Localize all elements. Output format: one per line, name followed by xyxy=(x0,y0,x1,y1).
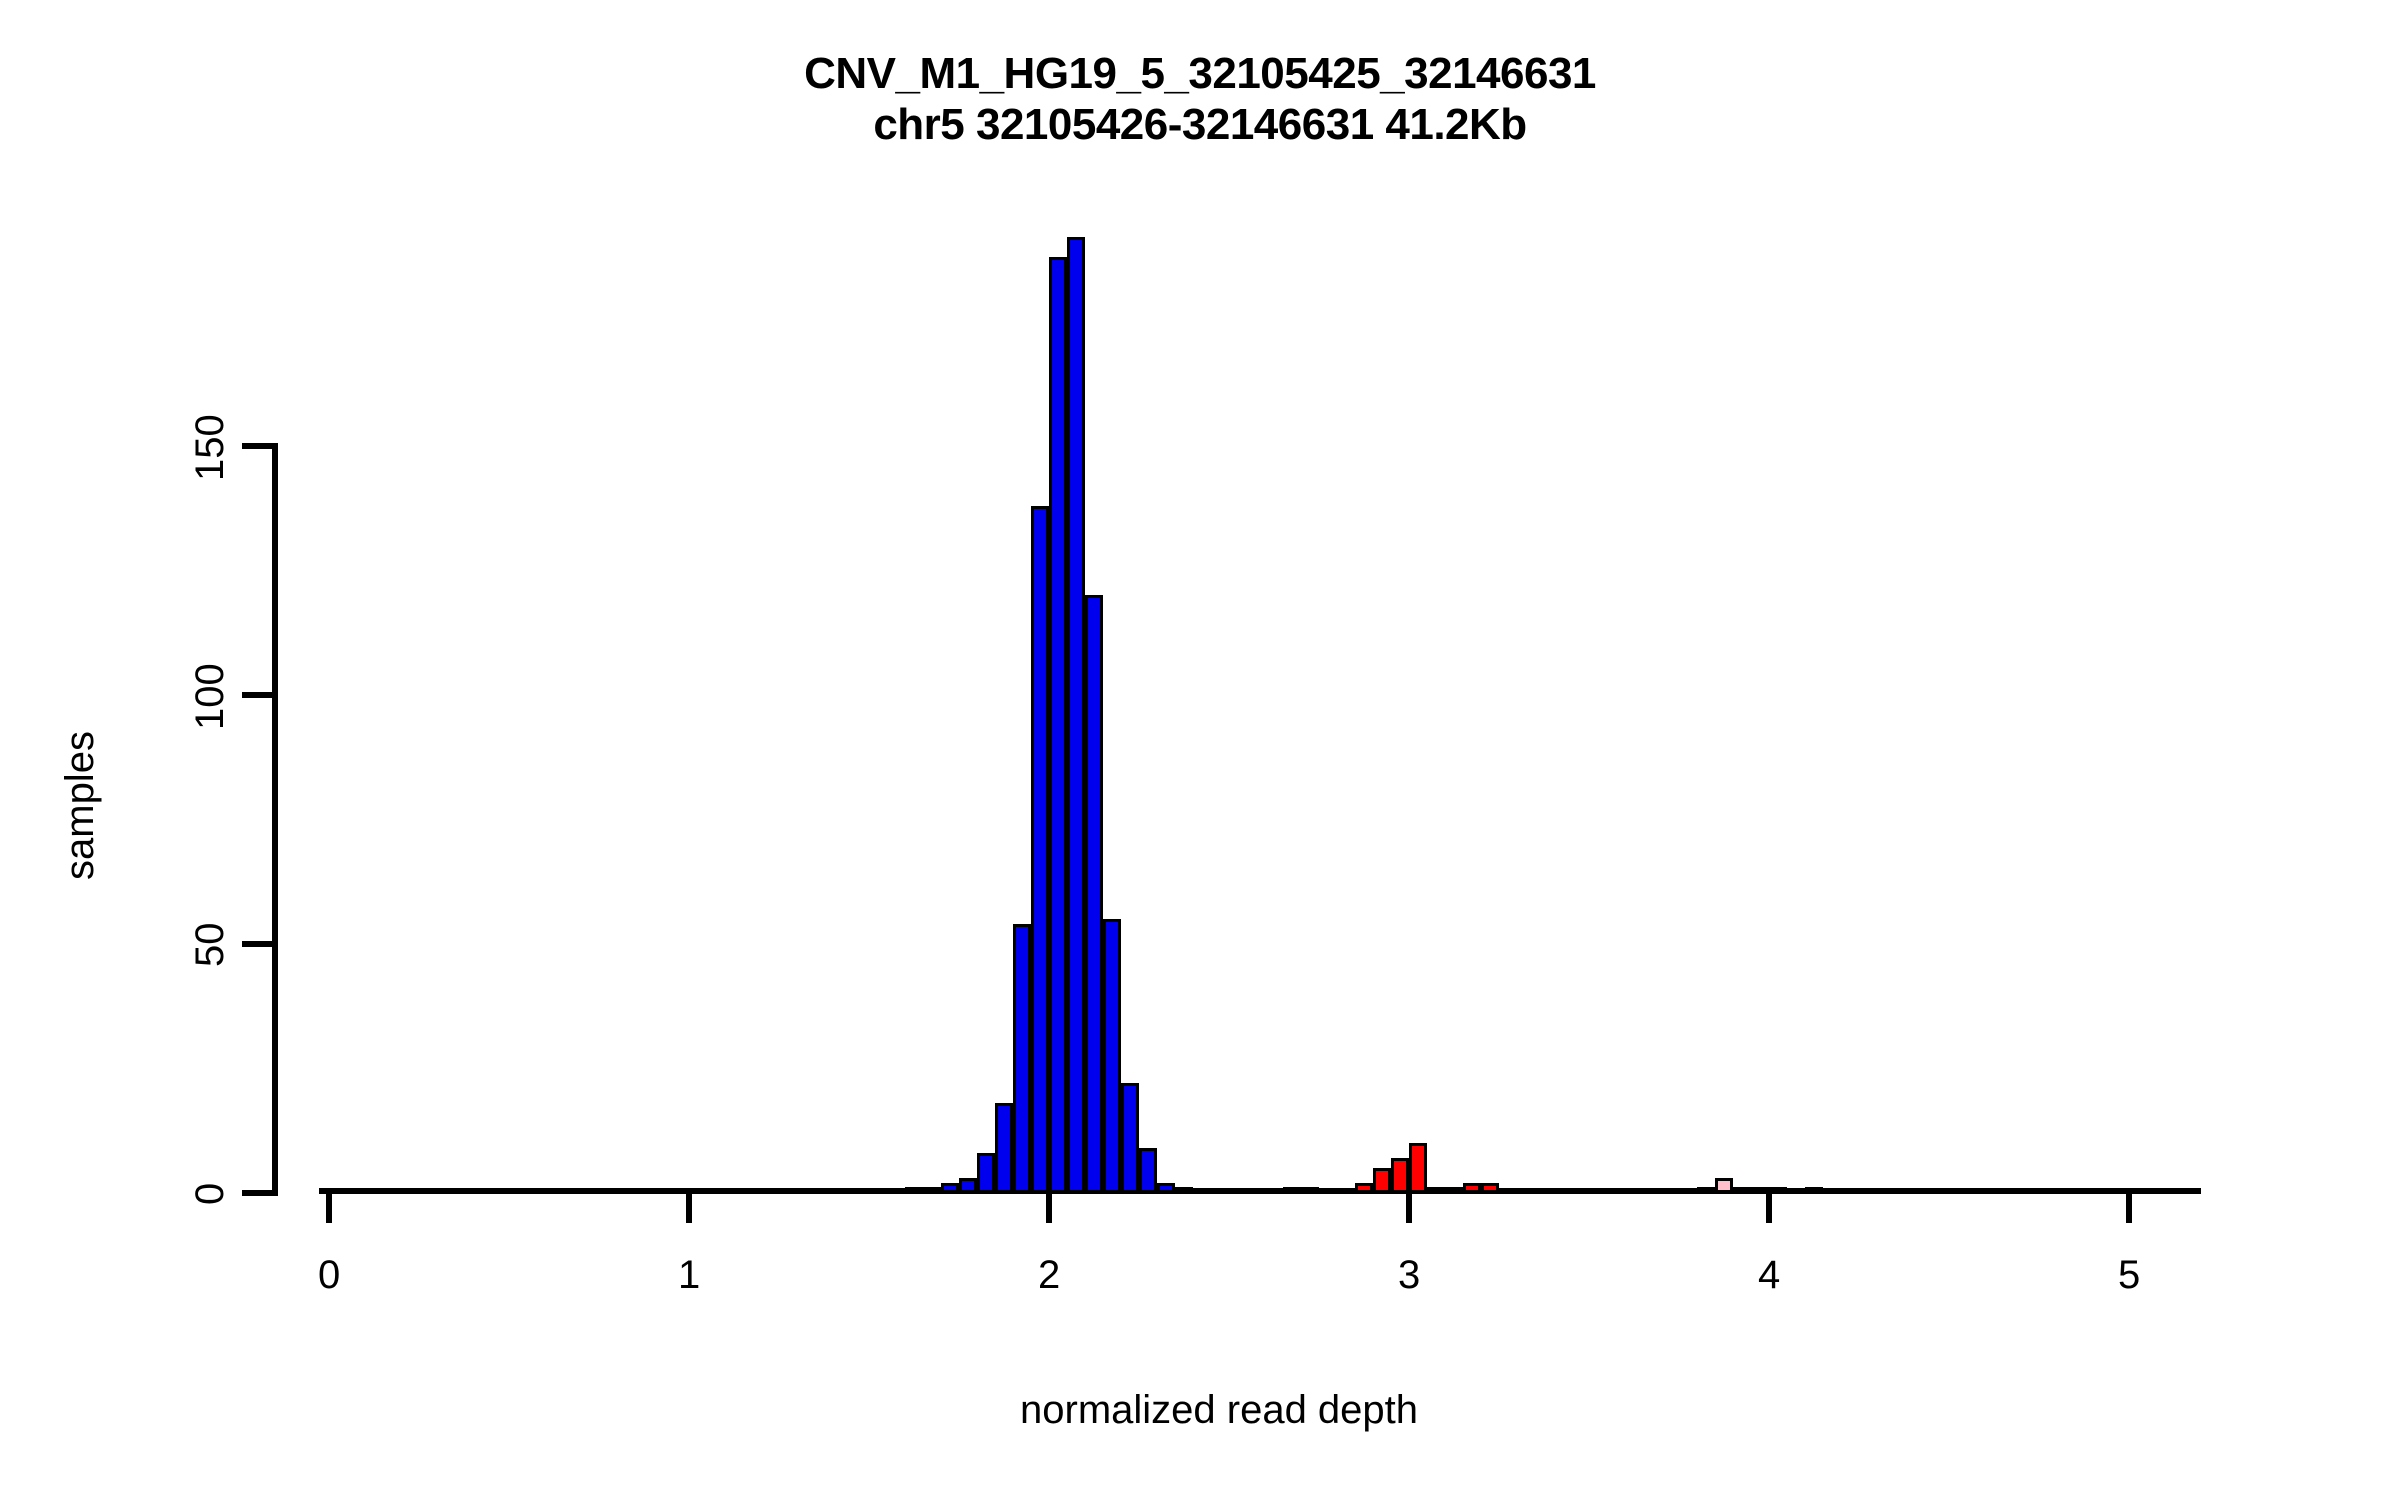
y-axis-title: samples xyxy=(58,731,102,880)
x-axis-tick xyxy=(2126,1193,2132,1223)
histogram-bar xyxy=(977,1153,995,1193)
y-axis-tick xyxy=(242,692,278,698)
histogram-bar xyxy=(1013,924,1031,1193)
y-axis-tick xyxy=(242,941,278,947)
x-axis-tick-label: 0 xyxy=(318,1253,341,1297)
histogram-bar xyxy=(1085,595,1103,1193)
x-axis-tick xyxy=(1046,1193,1052,1223)
chart-title: CNV_M1_HG19_5_32105425_32146631 xyxy=(804,49,1596,98)
y-axis-tick xyxy=(242,1190,278,1196)
x-axis-title: normalized read depth xyxy=(1020,1388,1419,1432)
x-axis-tick xyxy=(686,1193,692,1223)
y-axis-tick-label: 50 xyxy=(188,922,232,968)
x-axis-tick-label: 4 xyxy=(1758,1253,1781,1297)
histogram-bar xyxy=(1067,236,1085,1193)
y-axis-tick-label: 100 xyxy=(188,662,232,730)
histogram-bar xyxy=(1031,505,1049,1193)
x-axis-line xyxy=(319,1188,2201,1194)
x-axis-tick-label: 5 xyxy=(2118,1253,2141,1297)
chart-title-block: CNV_M1_HG19_5_32105425_32146631 chr5 321… xyxy=(0,48,2400,151)
y-axis-tick-label: 0 xyxy=(188,1182,232,1205)
x-axis-tick xyxy=(1406,1193,1412,1223)
y-axis-tick-label: 150 xyxy=(188,413,232,481)
y-axis-tick xyxy=(242,443,278,449)
histogram-bar xyxy=(1103,919,1121,1193)
x-axis-tick-label: 1 xyxy=(678,1253,701,1297)
x-axis-tick-label: 3 xyxy=(1398,1253,1421,1297)
histogram-bar xyxy=(995,1103,1013,1193)
histogram-bar xyxy=(1139,1148,1157,1193)
histogram-bar xyxy=(1409,1143,1427,1193)
y-axis-line xyxy=(272,446,278,1193)
histogram-bar xyxy=(1121,1083,1139,1193)
x-axis-tick xyxy=(326,1193,332,1223)
x-axis-tick xyxy=(1766,1193,1772,1223)
chart-subtitle: chr5 32105426-32146631 41.2Kb xyxy=(873,100,1527,150)
histogram-bar xyxy=(1049,256,1067,1193)
x-axis-tick-label: 2 xyxy=(1038,1253,1061,1297)
